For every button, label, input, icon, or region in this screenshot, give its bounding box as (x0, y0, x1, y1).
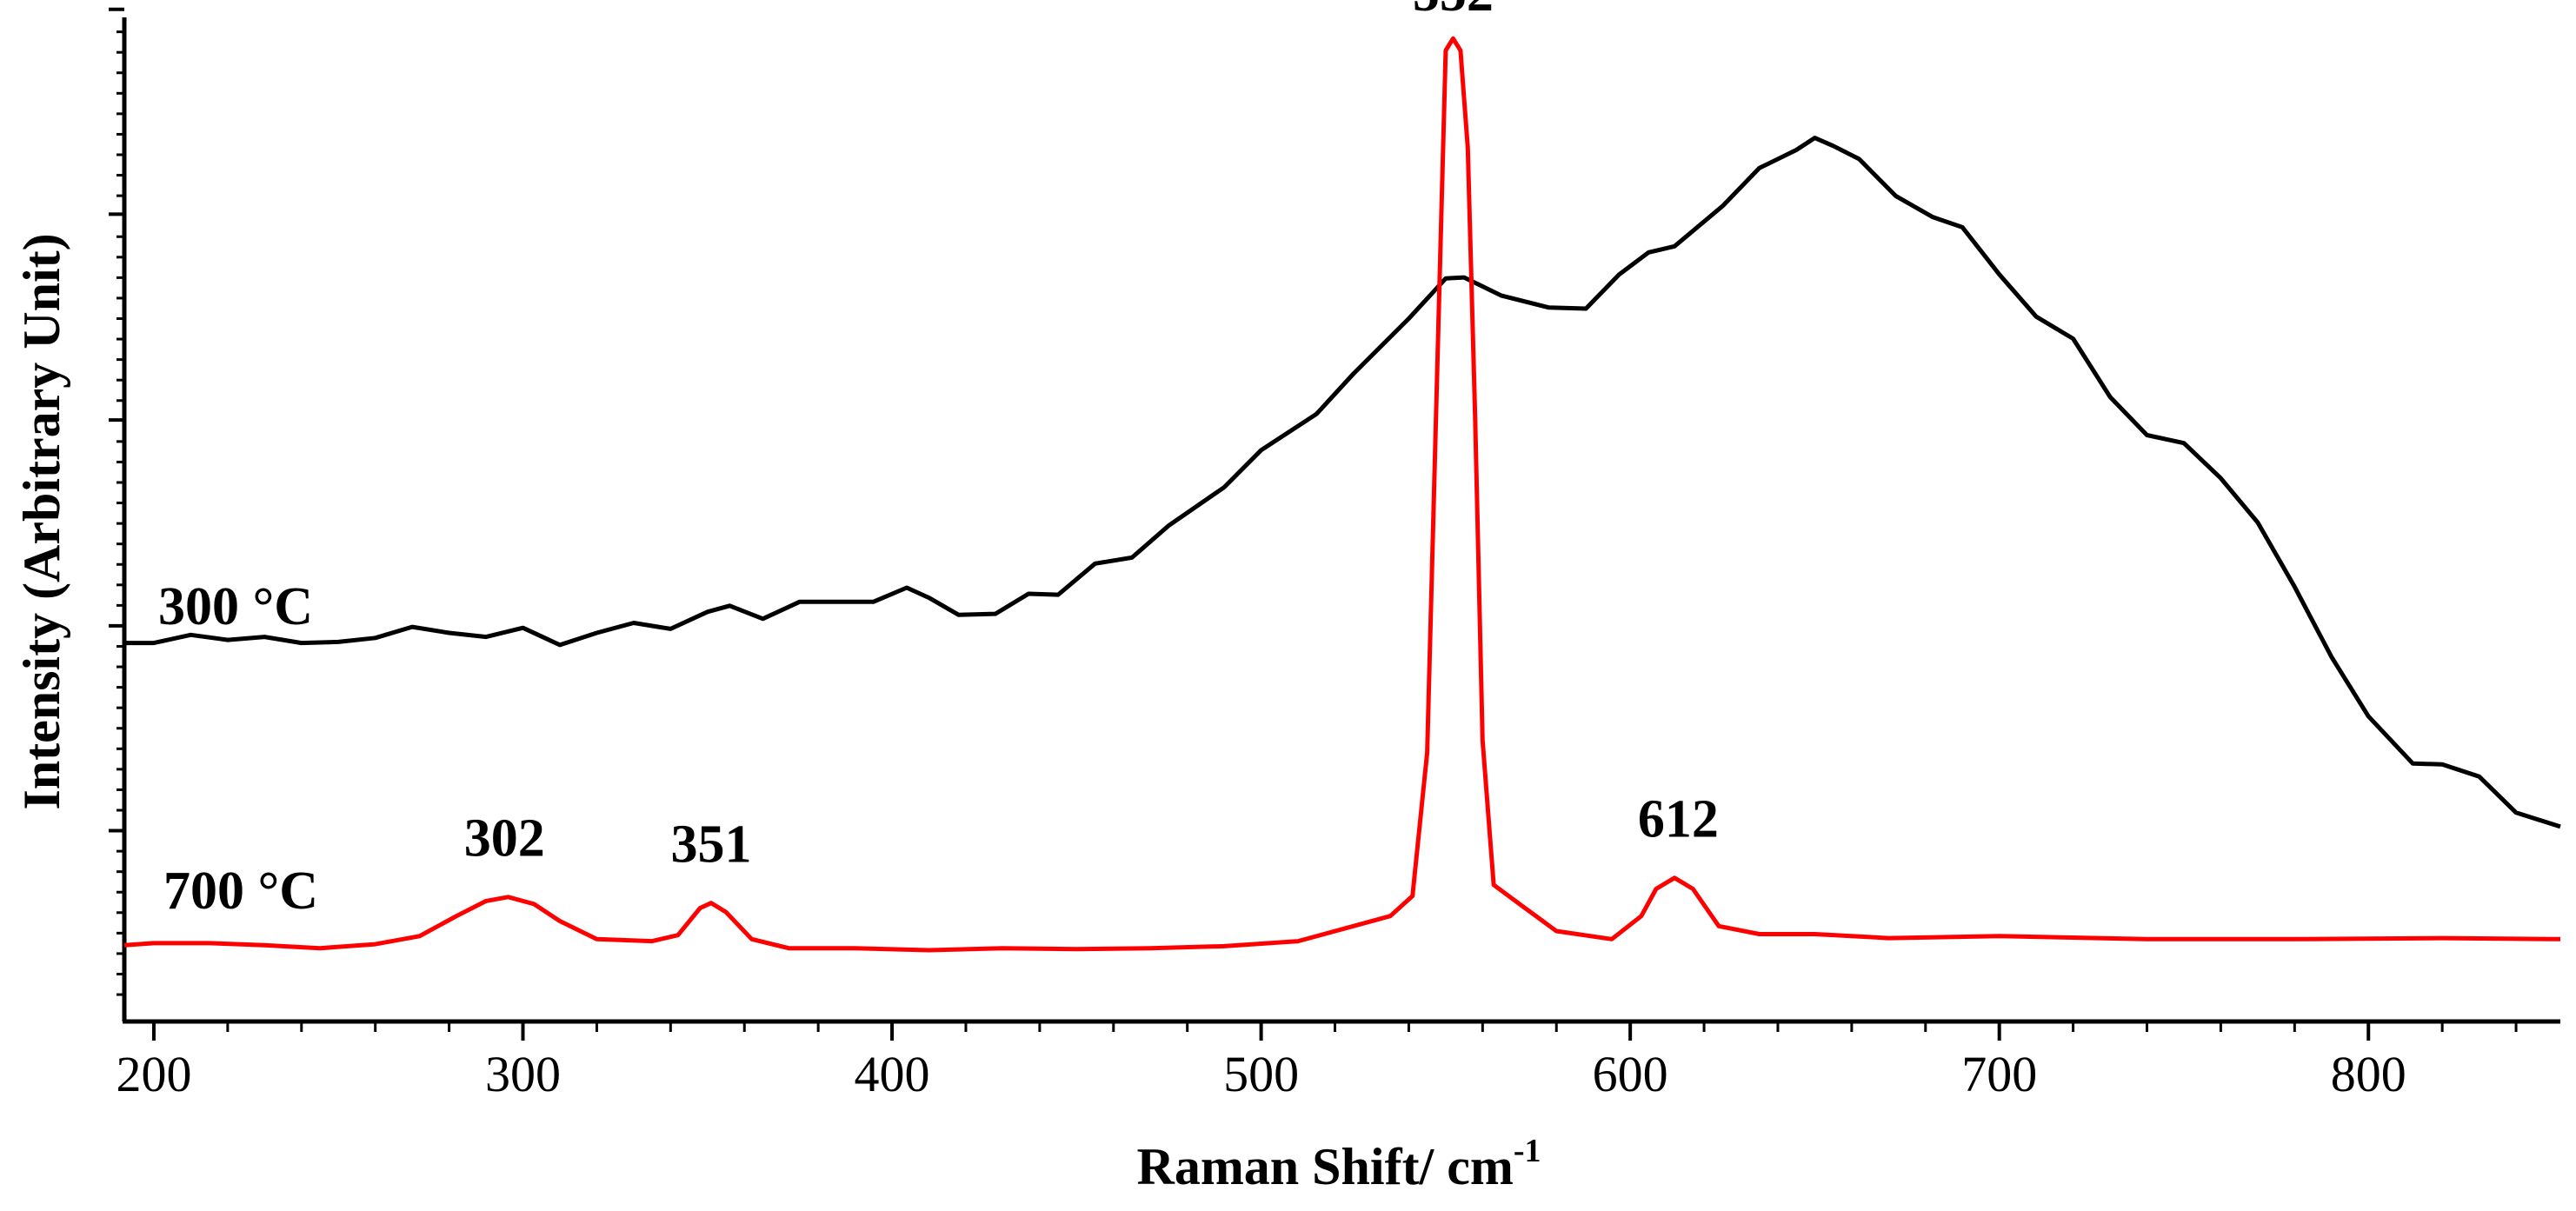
x-tick-label: 800 (2331, 1046, 2406, 1102)
series-line-700C (123, 36, 2561, 953)
x-axis-title-main: Raman Shift/ cm (1137, 1138, 1514, 1195)
x-axis-tick-labels: 200 300 400 500 600 700 800 (116, 1046, 2406, 1102)
legend-label-300C: 300 °C (158, 577, 313, 636)
series-line-300C (124, 136, 2561, 829)
legend-label-700C: 700 °C (163, 862, 318, 921)
x-tick-label: 200 (116, 1046, 191, 1102)
plot-frame (122, 17, 2560, 1024)
peak-label-351: 351 (671, 815, 752, 874)
x-tick-label: 500 (1223, 1046, 1299, 1102)
x-tick-label: 300 (485, 1046, 561, 1102)
x-tick-label: 700 (1961, 1046, 2037, 1102)
x-tick-label: 600 (1593, 1046, 1668, 1102)
y-axis-title: Intensity (Arbitrary Unit) (13, 233, 70, 809)
x-axis-title-superscript: -1 (1514, 1133, 1541, 1169)
x-axis-ticks (151, 1021, 2518, 1041)
peak-label-612: 612 (1638, 790, 1719, 849)
peak-label-552: 552 (1413, 0, 1494, 23)
y-axis-ticks (109, 7, 124, 996)
x-tick-label: 400 (855, 1046, 930, 1102)
peak-annotations: 552 302 351 612 (464, 0, 1719, 874)
peak-label-302: 302 (464, 809, 545, 868)
x-axis-title: Raman Shift/ cm-1 (1137, 1133, 1541, 1195)
